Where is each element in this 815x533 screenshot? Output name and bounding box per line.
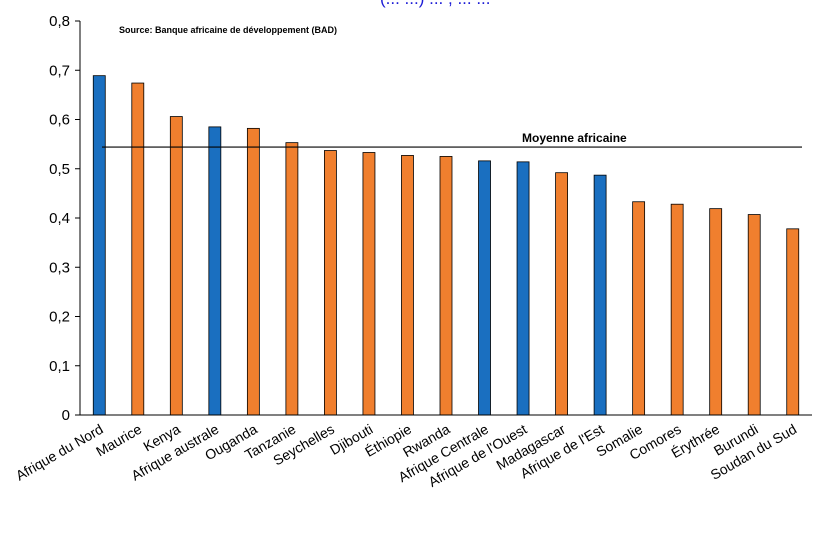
y-tick-label: 0,3 xyxy=(49,259,70,276)
bar xyxy=(324,150,337,416)
bar xyxy=(632,201,646,416)
bar xyxy=(208,126,222,416)
y-tick-label: 0 xyxy=(62,407,70,424)
bar xyxy=(439,156,453,416)
bar xyxy=(555,172,568,416)
y-tick-label: 0,2 xyxy=(49,309,70,326)
y-tick-label: 0,8 xyxy=(49,13,70,30)
bar xyxy=(516,161,530,416)
y-axis: 0 0,1 0,2 0,3 0,4 0,5 0,6 0,7 0,8 xyxy=(49,13,81,424)
x-tick-label: Afrique du Nord xyxy=(13,421,106,484)
bar xyxy=(246,127,260,416)
y-tick-label: 0,1 xyxy=(49,358,70,375)
bar xyxy=(478,160,491,416)
y-tick-label: 0,4 xyxy=(49,210,70,227)
bar xyxy=(92,75,106,416)
average-line-label: Moyenne africaine xyxy=(522,131,627,145)
y-tick-label: 0,5 xyxy=(49,161,70,178)
bar xyxy=(285,142,299,416)
bar xyxy=(709,208,723,416)
bar xyxy=(401,155,414,416)
bar xyxy=(131,82,145,416)
y-tick-label: 0,7 xyxy=(49,62,70,79)
average-line-group: Moyenne africaine xyxy=(102,131,802,148)
source-note: Source: Banque africaine de développemen… xyxy=(119,25,337,35)
bar xyxy=(169,116,183,416)
chart-title: (... ...) ... , ... ... xyxy=(380,0,491,8)
bars xyxy=(92,75,800,416)
bar xyxy=(670,203,684,416)
y-tick-label: 0,6 xyxy=(49,112,70,129)
bar xyxy=(747,214,761,416)
bar xyxy=(786,228,800,416)
bar xyxy=(362,152,376,416)
bar xyxy=(593,174,607,416)
